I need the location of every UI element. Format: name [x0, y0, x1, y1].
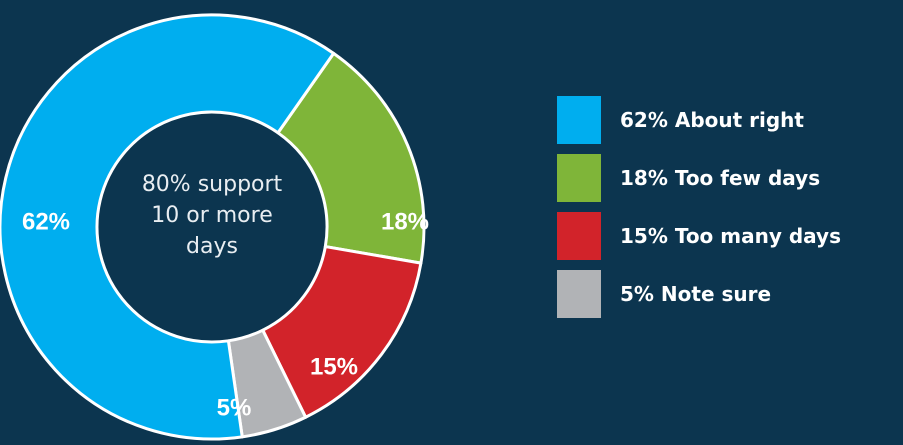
slice-value-label-about-right: 62%: [22, 209, 70, 236]
slice-value-label-too-few-days: 18%: [381, 209, 429, 236]
legend-swatch-about-right: [557, 96, 601, 144]
slice-value-label-note-sure: 5%: [217, 395, 252, 422]
legend-label-about-right: 62% About right: [620, 108, 804, 132]
center-text-line-1: 80% support: [141, 172, 283, 197]
center-text-line-2: 10 or more: [151, 203, 273, 228]
legend-item-too-many-days: 15% Too many days: [557, 212, 841, 260]
slice-labels: 62% 18% 15% 5%: [22, 209, 429, 422]
legend-label-too-many-days: 15% Too many days: [620, 224, 841, 248]
legend-item-too-few-days: 18% Too few days: [557, 154, 841, 202]
center-text-line-3: days: [186, 234, 238, 259]
legend-swatch-note-sure: [557, 270, 601, 318]
donut-slice-about-right: [0, 13, 336, 441]
legend-label-too-few-days: 18% Too few days: [620, 166, 821, 190]
legend-swatch-too-many-days: [557, 212, 601, 260]
donut-slices: [0, 13, 426, 441]
legend-label-note-sure: 5% Note sure: [620, 282, 772, 306]
slice-value-label-too-many-days: 15%: [310, 354, 358, 381]
legend-item-note-sure: 5% Note sure: [557, 270, 841, 318]
donut-slice-too-few-days: [276, 51, 426, 265]
donut-center-text: 80% support 10 or more days: [112, 169, 312, 262]
chart-legend: 62% About right 18% Too few days 15% Too…: [557, 96, 841, 328]
legend-swatch-too-few-days: [557, 154, 601, 202]
legend-item-about-right: 62% About right: [557, 96, 841, 144]
